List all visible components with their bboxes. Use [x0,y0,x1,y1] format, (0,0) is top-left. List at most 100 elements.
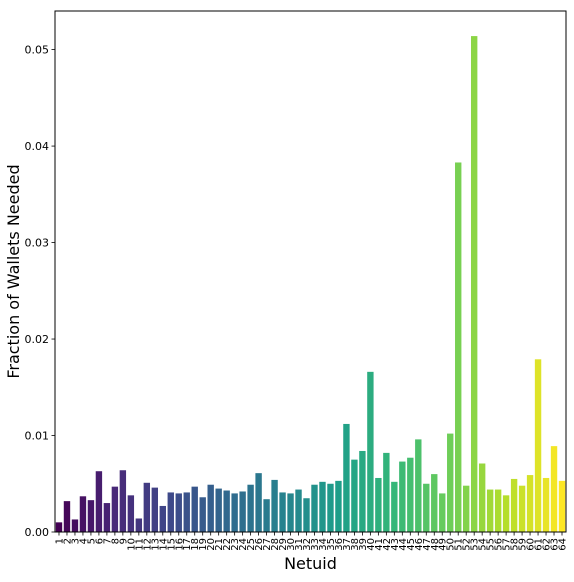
bar-netuid-45 [407,457,414,532]
x-tick-label: 51 [454,538,465,551]
x-tick-label: 47 [422,538,433,551]
x-tick-label: 55 [486,538,497,551]
bar-netuid-58 [510,478,518,532]
bar-netuid-48 [431,474,438,532]
bar-netuid-40 [367,371,374,532]
x-tick-label: 16 [174,538,185,551]
bar-netuid-37 [343,423,350,532]
bar-netuid-18 [191,486,198,532]
bar-netuid-60 [526,475,534,532]
x-axis-ticks: 1234567891011121314151617181920212223242… [54,532,569,551]
bar-netuid-54 [478,463,486,532]
bar-netuid-56 [494,489,502,532]
x-tick-label: 62 [542,538,553,551]
bar-netuid-29 [279,492,286,532]
bar-netuid-19 [199,497,206,532]
x-tick-label: 45 [406,538,417,551]
bar-netuid-36 [335,480,342,532]
bar-netuid-31 [295,489,302,532]
bar-netuid-9 [119,470,127,532]
bar-netuid-25 [247,484,254,532]
bar-netuid-4 [79,496,87,532]
bar-netuid-12 [143,482,151,532]
x-tick-label: 54 [478,538,489,551]
x-tick-label: 37 [342,538,353,551]
x-tick-label: 6 [94,538,105,544]
x-tick-label: 58 [510,538,521,551]
y-tick-label: 0.05 [25,44,50,57]
bar-netuid-22 [223,490,230,532]
bar-netuid-10 [127,495,135,532]
bar-netuid-39 [359,450,366,532]
x-tick-label: 48 [430,538,441,551]
x-tick-label: 44 [398,538,409,551]
x-tick-label: 21 [214,538,225,551]
bar-netuid-50 [447,433,454,532]
x-tick-label: 43 [390,538,401,551]
x-tick-label: 2 [62,538,73,544]
x-tick-label: 3 [70,538,81,544]
bar-netuid-64 [558,480,566,532]
bar-netuid-3 [71,519,79,532]
x-tick-label: 28 [270,538,281,551]
x-tick-label: 36 [334,538,345,551]
x-tick-label: 7 [102,538,113,544]
x-tick-label: 33 [310,538,321,551]
bar-netuid-26 [255,473,262,532]
bar-netuid-17 [183,492,190,532]
bar-netuid-52 [463,485,470,532]
x-tick-label: 64 [558,538,569,551]
x-tick-label: 35 [326,538,337,551]
x-tick-label: 1 [54,538,65,544]
x-tick-label: 46 [414,538,425,551]
x-tick-label: 24 [238,538,249,551]
x-tick-label: 22 [222,538,233,551]
bar-netuid-44 [399,461,406,532]
x-tick-label: 25 [246,538,257,551]
x-tick-label: 8 [110,538,121,544]
x-tick-label: 15 [166,538,177,551]
x-tick-label: 50 [446,538,457,551]
x-tick-label: 12 [142,538,153,551]
x-tick-label: 34 [318,538,329,551]
x-tick-label: 4 [78,538,89,544]
bar-netuid-11 [135,518,143,532]
bar-netuid-61 [534,359,542,532]
bar-netuid-51 [455,162,462,533]
x-tick-label: 56 [494,538,505,551]
x-tick-label: 14 [158,538,169,551]
y-axis-label: Fraction of Wallets Needed [4,164,23,378]
bar-netuid-41 [375,477,382,532]
bar-netuid-8 [111,486,119,532]
x-tick-label: 23 [230,538,241,551]
bar-netuid-6 [95,471,103,532]
bar-netuid-33 [311,484,318,532]
x-tick-label: 31 [294,538,305,551]
bar-netuid-62 [542,477,550,532]
bar-netuid-55 [486,489,494,532]
x-tick-label: 11 [134,538,145,551]
x-tick-label: 30 [286,538,297,551]
bar-netuid-34 [319,481,326,532]
y-tick-label: 0.02 [25,333,50,346]
bar-netuid-20 [207,484,214,532]
bar-netuid-49 [439,493,446,532]
x-tick-label: 41 [374,538,385,551]
bar-netuid-38 [351,459,358,532]
bar-netuid-21 [215,488,222,532]
bar-netuid-32 [303,498,310,532]
bar-netuid-59 [518,485,526,532]
bar-netuid-57 [502,495,510,532]
bar-netuid-24 [239,491,246,532]
x-tick-label: 53 [470,538,481,551]
x-tick-label: 29 [278,538,289,551]
bar-netuid-5 [87,500,95,532]
bar-netuid-23 [231,493,238,532]
x-tick-label: 63 [550,538,561,551]
bar-netuid-14 [159,505,166,532]
x-tick-label: 39 [358,538,369,551]
x-tick-label: 49 [438,538,449,551]
bar-netuid-13 [151,487,158,532]
y-tick-label: 0.00 [25,526,50,539]
